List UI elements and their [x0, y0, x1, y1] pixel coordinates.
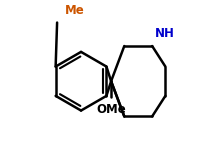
Text: Me: Me: [65, 4, 85, 17]
Text: NH: NH: [155, 27, 175, 40]
Text: OMe: OMe: [96, 103, 126, 116]
